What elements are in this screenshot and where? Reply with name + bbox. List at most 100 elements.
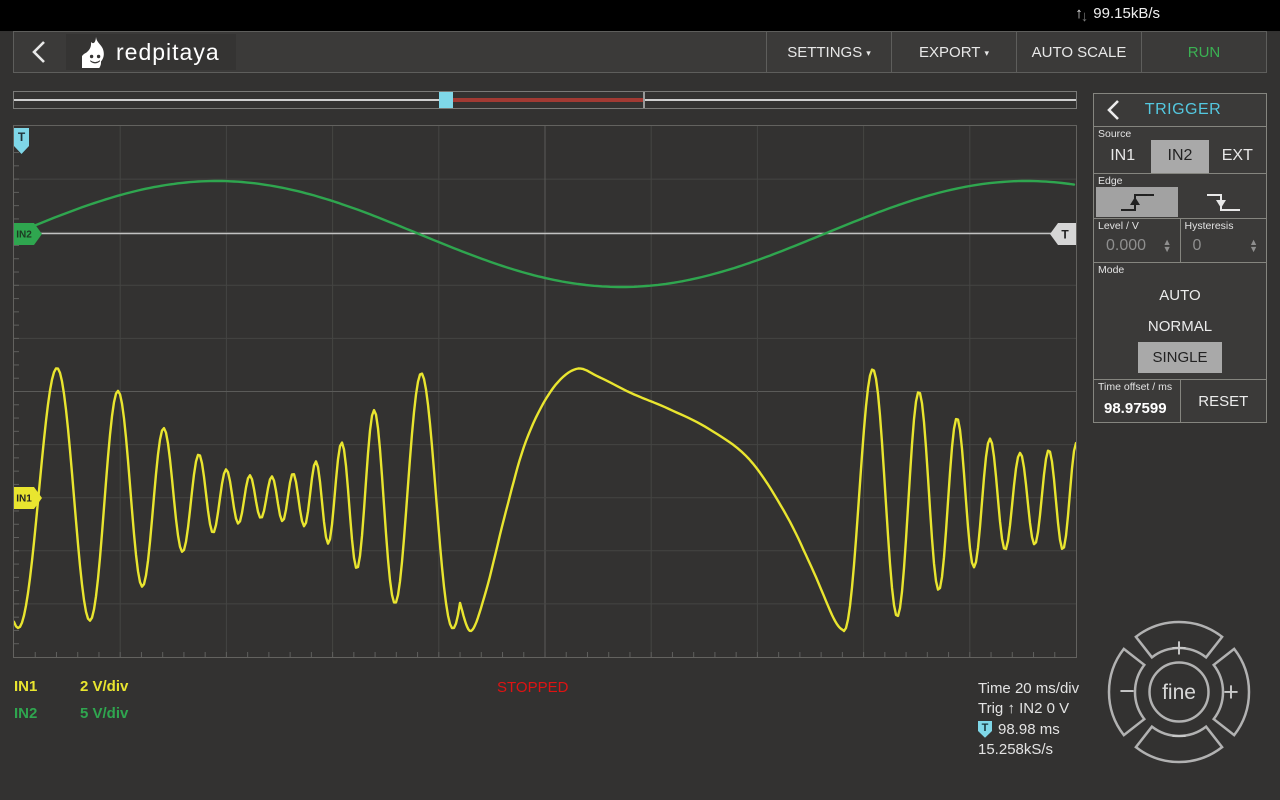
upload-arrow-icon: ↑ bbox=[1075, 5, 1082, 22]
source-in2-button[interactable]: IN2 bbox=[1151, 140, 1209, 173]
sample-rate: 15.258kS/s bbox=[978, 741, 1054, 759]
trigger-time-marker[interactable]: T bbox=[14, 128, 29, 154]
pad-plus-top-label: + bbox=[1171, 633, 1187, 663]
channel-scale-readout: IN1 2 V/div IN2 5 V/div bbox=[14, 678, 128, 732]
level-value-field[interactable]: 0.000 bbox=[1106, 237, 1147, 254]
back-chevron-icon bbox=[1107, 100, 1119, 120]
mode-label: Mode bbox=[1098, 264, 1125, 276]
app-header: redpitaya SETTINGS ▾ EXPORT ▾ AUTO SCALE… bbox=[13, 31, 1267, 73]
acquisition-status: STOPPED bbox=[497, 679, 569, 696]
network-throughput: ↑ ↓ 99.15kB/s bbox=[1075, 5, 1160, 25]
stepper-down-icon[interactable]: ▼ bbox=[1162, 244, 1172, 254]
hysteresis-value-field[interactable]: 0 bbox=[1192, 237, 1202, 254]
mode-normal-button[interactable]: NORMAL bbox=[1147, 318, 1213, 335]
source-label: Source bbox=[1098, 128, 1132, 140]
trigger-level-marker[interactable]: T bbox=[1050, 223, 1076, 245]
in1-tag-icon bbox=[14, 487, 42, 509]
pad-minus-left-label: − bbox=[1119, 676, 1135, 706]
stepper-up-icon[interactable]: ▲ bbox=[1249, 237, 1258, 247]
timeline-position-handle[interactable] bbox=[439, 92, 453, 108]
fine-label: fine bbox=[1162, 681, 1196, 704]
edge-label: Edge bbox=[1098, 175, 1123, 187]
edge-rising-button[interactable] bbox=[1096, 187, 1178, 217]
in2-tag-icon bbox=[14, 223, 42, 245]
redpitaya-logo: redpitaya bbox=[66, 34, 236, 70]
source-ext-button[interactable]: EXT bbox=[1221, 147, 1253, 164]
trigger-time-flag-icon bbox=[14, 128, 29, 154]
trigger-time-flag-label: T bbox=[18, 130, 26, 144]
rising-edge-icon bbox=[1121, 194, 1154, 211]
panel-back-button[interactable] bbox=[1094, 99, 1134, 121]
time-offset-value[interactable]: 98.97599 bbox=[1104, 400, 1167, 417]
trigger-panel: TRIGGER Source IN1 IN2 EXT Edge bbox=[1093, 93, 1267, 423]
pad-down-button[interactable] bbox=[1134, 724, 1224, 764]
stepper-down-icon[interactable]: ▼ bbox=[1249, 244, 1258, 254]
scale-nav-pad: fine + + − − bbox=[1103, 616, 1255, 768]
network-rate: 99.15kB/s bbox=[1093, 5, 1160, 22]
pad-up-button[interactable] bbox=[1134, 620, 1224, 660]
time-offset-label: Time offset / ms bbox=[1098, 381, 1173, 393]
trigger-level-section: Level / V 0.000 ▲ ▼ Hysteresis 0 ▲ ▼ bbox=[1093, 218, 1267, 263]
caret-down-icon: ▾ bbox=[866, 47, 871, 58]
scope-display: T IN2 IN1 T bbox=[13, 125, 1077, 658]
panel-title: TRIGGER bbox=[1144, 101, 1222, 118]
settings-button[interactable]: SETTINGS ▾ bbox=[766, 32, 891, 72]
timeline-region-end-marker bbox=[643, 92, 645, 108]
hysteresis-label: Hysteresis bbox=[1184, 220, 1234, 232]
caret-down-icon: ▾ bbox=[984, 47, 989, 58]
export-label: EXPORT bbox=[919, 43, 981, 61]
in2-tag-label: IN2 bbox=[16, 230, 32, 241]
timeline-scrollbar[interactable] bbox=[13, 91, 1077, 109]
in1-trace bbox=[14, 367, 1076, 633]
auto-scale-label: AUTO SCALE bbox=[1031, 43, 1127, 61]
in1-scale: 2 V/div bbox=[80, 678, 129, 695]
in1-name: IN1 bbox=[14, 678, 38, 695]
system-status-bar: ↑ ↓ 99.15kB/s bbox=[0, 0, 1280, 31]
pad-plus-right-label: + bbox=[1223, 677, 1239, 707]
trigger-source-section: Source IN1 IN2 EXT bbox=[1093, 126, 1267, 174]
stepper-up-icon[interactable]: ▲ bbox=[1162, 237, 1172, 247]
hysteresis-stepper[interactable]: ▲ ▼ bbox=[1249, 237, 1258, 254]
run-button[interactable]: RUN bbox=[1141, 32, 1266, 72]
trigger-time: 98.98 ms bbox=[998, 720, 1060, 738]
pad-minus-bottom-label: − bbox=[1171, 721, 1187, 751]
level-label: Level / V bbox=[1098, 220, 1139, 232]
trigger-time-offset-section: Time offset / ms 98.97599 RESET bbox=[1093, 379, 1267, 423]
trigger-info: Trig ↑ IN2 0 V bbox=[978, 700, 1070, 718]
auto-scale-button[interactable]: AUTO SCALE bbox=[1016, 32, 1141, 72]
pad-right-button[interactable] bbox=[1211, 647, 1251, 737]
run-label: RUN bbox=[1187, 43, 1221, 61]
export-button[interactable]: EXPORT ▾ bbox=[891, 32, 1016, 72]
back-chevron-icon bbox=[32, 41, 45, 63]
time-scale: Time 20 ms/div bbox=[978, 679, 1080, 697]
settings-label: SETTINGS bbox=[787, 43, 863, 61]
mode-auto-button[interactable]: AUTO bbox=[1159, 287, 1201, 304]
in2-scale: 5 V/div bbox=[80, 705, 129, 722]
trigger-time-badge-icon: T bbox=[978, 720, 992, 738]
time-trigger-readout: Time 20 ms/div Trig ↑ IN2 0 V T 98.98 ms… bbox=[978, 678, 1079, 760]
logo-text: redpitaya bbox=[116, 38, 220, 65]
edge-falling-button[interactable] bbox=[1182, 187, 1264, 217]
timeline-view-region bbox=[440, 98, 644, 102]
mode-single-button[interactable]: SINGLE bbox=[1138, 342, 1222, 373]
download-arrow-icon: ↓ bbox=[1080, 8, 1089, 25]
flame-logo-icon bbox=[82, 36, 104, 68]
fine-button[interactable] bbox=[1148, 661, 1210, 723]
back-button[interactable] bbox=[14, 32, 66, 72]
in1-offset-marker[interactable]: IN1 bbox=[14, 487, 42, 509]
axis-minor-ticks bbox=[14, 138, 1056, 657]
grid-lines bbox=[14, 126, 1076, 657]
trigger-level-tag-label: T bbox=[1061, 228, 1069, 242]
in2-trace bbox=[14, 179, 1076, 289]
pad-left-button[interactable] bbox=[1107, 647, 1147, 737]
falling-edge-icon bbox=[1207, 194, 1240, 211]
in2-offset-marker[interactable]: IN2 bbox=[14, 223, 42, 245]
reset-button[interactable]: RESET bbox=[1179, 380, 1267, 422]
trigger-panel-header: TRIGGER bbox=[1093, 93, 1267, 127]
trigger-edge-section: Edge bbox=[1093, 173, 1267, 219]
in1-tag-label: IN1 bbox=[16, 494, 32, 505]
level-stepper[interactable]: ▲ ▼ bbox=[1162, 237, 1172, 254]
source-in1-button[interactable]: IN1 bbox=[1110, 147, 1136, 164]
in2-name: IN2 bbox=[14, 705, 38, 722]
trigger-level-tag-icon bbox=[1050, 223, 1076, 245]
